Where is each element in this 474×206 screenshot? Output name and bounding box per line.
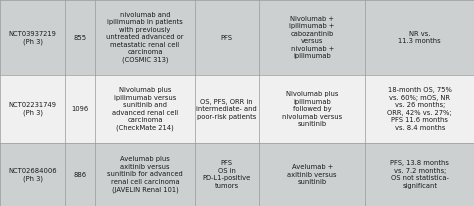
Text: Avelumab plus
axitinib versus
sunitinib for advanced
renal cell carcinoma
(JAVEL: Avelumab plus axitinib versus sunitinib … — [107, 156, 183, 193]
Text: NCT02231749
(Ph 3): NCT02231749 (Ph 3) — [9, 102, 57, 116]
Text: nivolumab and
ipilimumab in patients
with previously
untreated advanced or
metas: nivolumab and ipilimumab in patients wit… — [106, 12, 184, 63]
Text: NCT03937219
(Ph 3): NCT03937219 (Ph 3) — [9, 31, 57, 44]
Text: NR vs.
11.3 months: NR vs. 11.3 months — [399, 31, 441, 44]
Text: 18-month OS, 75%
vs. 60%; mOS, NR
vs. 26 months;
ORR, 42% vs. 27%;
PFS 11.6 mont: 18-month OS, 75% vs. 60%; mOS, NR vs. 26… — [387, 87, 452, 131]
Text: Nivolumab +
ipilimumab +
cabozantinib
versus
nivolumab +
ipilimumab: Nivolumab + ipilimumab + cabozantinib ve… — [290, 16, 335, 59]
Bar — [0, 0, 474, 75]
Text: PFS
OS in
PD-L1-positive
tumors: PFS OS in PD-L1-positive tumors — [203, 160, 251, 189]
Text: OS, PFS, ORR in
intermediate- and
poor-risk patients: OS, PFS, ORR in intermediate- and poor-r… — [196, 99, 257, 120]
Text: 886: 886 — [74, 172, 87, 178]
Text: 1096: 1096 — [72, 106, 89, 112]
Bar — [0, 75, 474, 143]
Text: PFS: PFS — [221, 35, 233, 41]
Text: 855: 855 — [74, 35, 87, 41]
Text: NCT02684006
(Ph 3): NCT02684006 (Ph 3) — [9, 168, 57, 181]
Text: Nivolumab plus
ipilimumab versus
sunitinib and
advanced renal cell
carcinoma
(Ch: Nivolumab plus ipilimumab versus sunitin… — [112, 87, 178, 131]
Text: Nivolumab plus
ipilimumab
followed by
nivolumab versus
sunitinib: Nivolumab plus ipilimumab followed by ni… — [282, 91, 342, 127]
Text: Avelumab +
axitinib versus
sunitinib: Avelumab + axitinib versus sunitinib — [287, 164, 337, 185]
Text: PFS, 13.8 months
vs. 7.2 months;
OS not statistica-
significant: PFS, 13.8 months vs. 7.2 months; OS not … — [390, 160, 449, 189]
Bar — [0, 143, 474, 206]
